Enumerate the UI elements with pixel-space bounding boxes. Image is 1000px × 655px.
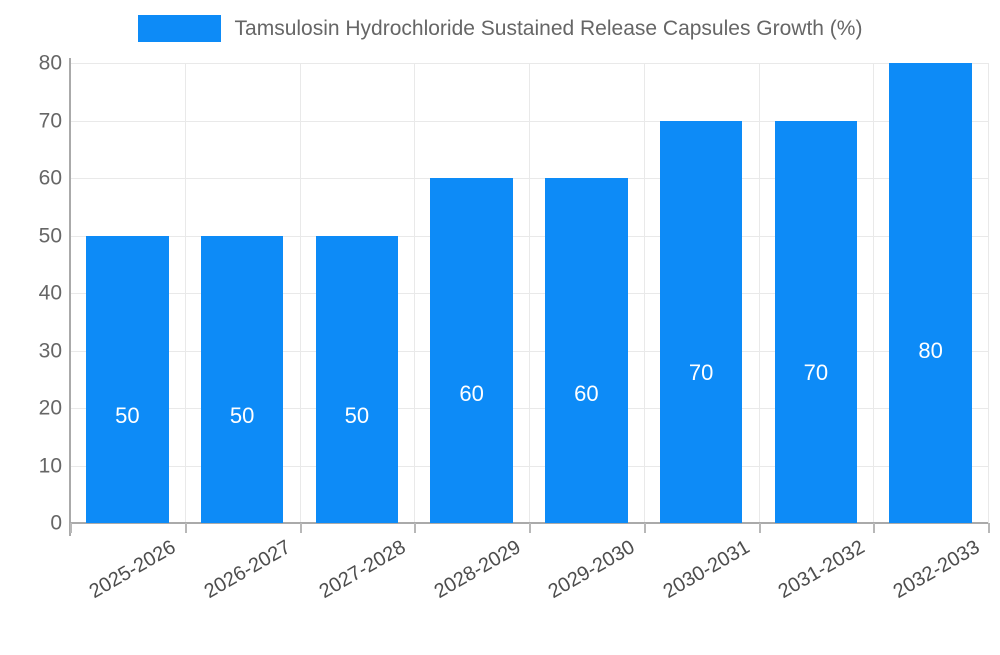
legend-label: Tamsulosin Hydrochloride Sustained Relea… (234, 16, 863, 40)
gridline-vertical (70, 63, 71, 523)
y-axis-tick-label: 60 (38, 166, 62, 190)
bar[interactable]: 50 (200, 235, 284, 523)
bar-value-label: 50 (115, 402, 140, 428)
x-axis-tick-mark (414, 523, 416, 533)
y-axis-tick-label: 20 (38, 396, 62, 420)
bars-group: 50 50 50 60 60 70 70 80 (70, 63, 988, 523)
y-axis-tick-label: 0 (50, 511, 62, 535)
legend-color-swatch (137, 14, 221, 42)
gridline-vertical (873, 63, 874, 523)
gridline-vertical (644, 63, 645, 523)
bar-value-label: 60 (574, 381, 599, 407)
y-axis-tick-label: 40 (38, 281, 62, 305)
bar-value-label: 50 (229, 402, 255, 428)
x-axis-ticks: 2025-2026 2026-2027 2027-2028 2028-2029 2029… (70, 523, 990, 603)
bar-value-label: 50 (344, 402, 370, 428)
gridline-vertical (988, 63, 989, 523)
gridline-vertical (414, 63, 415, 523)
x-axis-tick-mark (185, 523, 187, 533)
chart-legend: Tamsulosin Hydrochloride Sustained Relea… (0, 12, 1000, 44)
bar-chart: Tamsulosin Hydrochloride Sustained Relea… (0, 12, 1000, 603)
y-axis-tick-label: 10 (38, 454, 62, 477)
bar[interactable]: 50 (86, 235, 169, 523)
bar[interactable]: 50 (315, 235, 399, 523)
x-axis-tick-label: 2025-2026 (86, 536, 180, 604)
y-axis-tick-label: 30 (38, 339, 62, 362)
y-axis-tick-label: 80 (38, 51, 62, 75)
x-axis-tick-mark (529, 523, 531, 533)
x-axis-line (70, 522, 988, 524)
bar[interactable]: 70 (659, 120, 743, 523)
bar-value-label: 60 (459, 381, 484, 407)
y-axis-tick-label: 50 (38, 224, 62, 247)
y-axis-ticks: 0 10 20 30 40 50 60 70 80 (0, 53, 62, 534)
gridline-vertical (529, 63, 530, 523)
x-axis-tick-mark (300, 523, 302, 533)
bar[interactable]: 70 (774, 120, 858, 523)
bar-value-label: 70 (688, 359, 714, 385)
bar[interactable]: 80 (889, 63, 972, 523)
bar[interactable]: 60 (430, 178, 513, 523)
x-axis-tick-mark (644, 523, 646, 533)
bar[interactable]: 60 (545, 178, 628, 523)
y-axis-line (69, 58, 71, 536)
x-axis-tick-mark (873, 523, 875, 533)
x-axis-tick-mark (70, 523, 72, 533)
x-axis-tick-mark (759, 523, 761, 533)
plot-area (70, 63, 989, 524)
y-axis-tick-label: 70 (38, 109, 62, 132)
bar-value-label: 70 (803, 359, 829, 385)
gridline-vertical (185, 63, 186, 523)
bar-value-label: 80 (918, 338, 943, 364)
gridline-vertical (300, 63, 301, 523)
x-axis-tick-mark (988, 523, 990, 533)
gridline-vertical (759, 63, 760, 523)
